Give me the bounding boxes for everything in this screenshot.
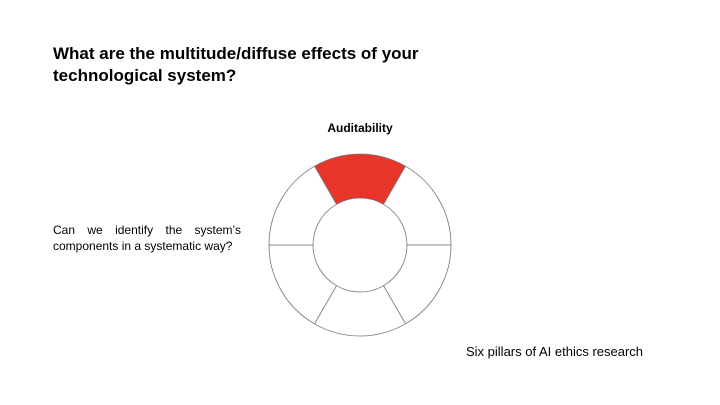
active-pillar-label: Auditability xyxy=(327,121,393,135)
slide-title: What are the multitude/diffuse effects o… xyxy=(53,44,419,85)
wheel-segment xyxy=(268,165,338,246)
question-text: Can we identify the system’s components … xyxy=(53,223,241,253)
caption: Six pillars of AI ethics research xyxy=(466,344,644,359)
